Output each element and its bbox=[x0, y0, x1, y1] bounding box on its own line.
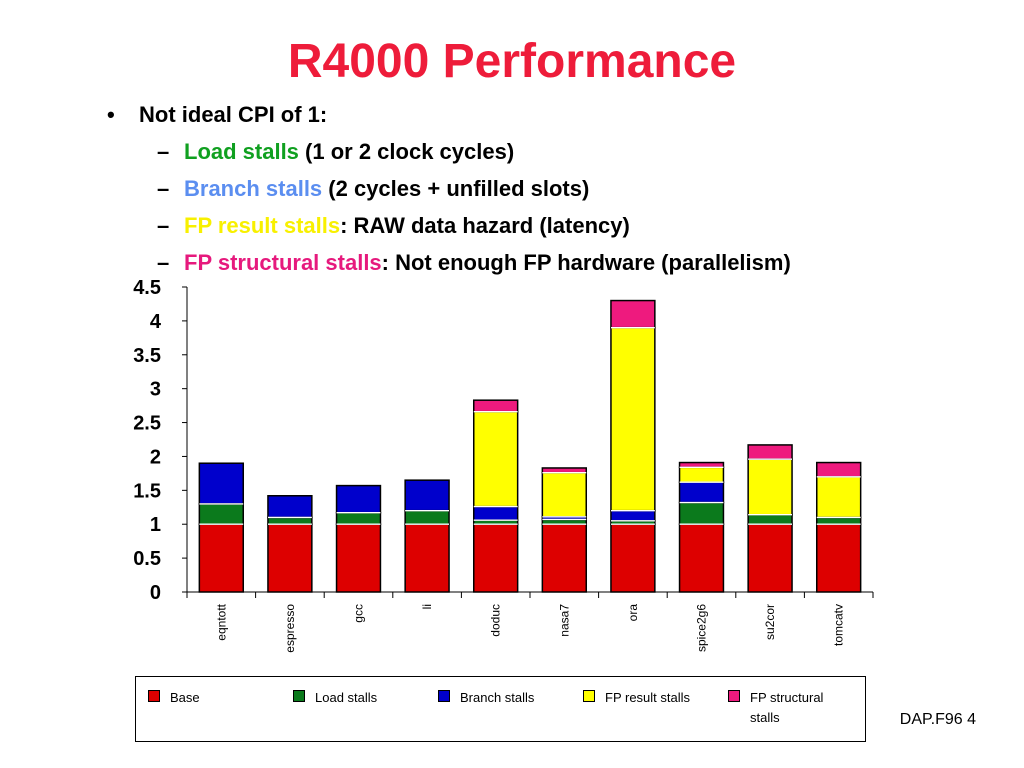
main-bullet: • Not ideal CPI of 1: bbox=[107, 101, 327, 129]
bar-segment bbox=[541, 471, 588, 518]
stall-types-list: – Load stalls (1 or 2 clock cycles) – Bran… bbox=[157, 138, 791, 286]
main-bullet-text: Not ideal CPI of 1: bbox=[139, 102, 328, 127]
bar-segment bbox=[610, 299, 656, 329]
y-tick-label: 1.5 bbox=[133, 480, 161, 502]
bar-segment bbox=[610, 523, 656, 593]
x-category-label: su2cor bbox=[763, 604, 777, 640]
legend-swatch bbox=[583, 690, 595, 702]
bar-segment bbox=[198, 462, 245, 505]
legend-swatch bbox=[148, 690, 160, 702]
x-category-label: li bbox=[420, 604, 434, 609]
bar-segment bbox=[678, 461, 725, 469]
chart-legend: Base Load stalls Branch stalls FP result st… bbox=[135, 676, 866, 742]
bar-segment bbox=[335, 484, 382, 514]
sub-item-highlight: FP structural stalls bbox=[184, 250, 382, 275]
bar-segment bbox=[815, 476, 862, 519]
legend-label: Base bbox=[170, 690, 200, 705]
bar-segment bbox=[198, 503, 245, 525]
y-tick-label: 2 bbox=[150, 446, 161, 468]
y-tick-label: 0 bbox=[150, 582, 161, 604]
sub-item-dash: – bbox=[157, 213, 170, 238]
legend-swatch bbox=[293, 690, 305, 702]
sub-item-rest: : Not enough FP hardware (parallelism) bbox=[381, 250, 791, 275]
bullet-symbol: • bbox=[107, 102, 115, 127]
sub-item-fp-structural-stalls: – FP structural stalls: Not enough FP har… bbox=[157, 249, 791, 286]
x-category-label: spice2g6 bbox=[695, 604, 709, 652]
sub-item-load-stalls: – Load stalls (1 or 2 clock cycles) bbox=[157, 138, 791, 175]
bar-segment bbox=[678, 523, 725, 593]
bar-segment bbox=[335, 511, 382, 525]
bar-segment bbox=[747, 444, 793, 460]
legend-label: FP structural stalls bbox=[750, 690, 824, 725]
legend-label: FP result stalls bbox=[605, 690, 691, 705]
bar-segment bbox=[267, 495, 313, 519]
x-category-label: doduc bbox=[489, 604, 503, 637]
bar-segment bbox=[267, 523, 313, 593]
legend-label: Branch stalls bbox=[460, 690, 535, 705]
bar-segment bbox=[404, 509, 450, 525]
sub-item-rest: (1 or 2 clock cycles) bbox=[298, 139, 515, 164]
bar-segment bbox=[678, 466, 725, 483]
bar-segment bbox=[815, 523, 862, 593]
sub-item-highlight: FP result stalls bbox=[184, 213, 341, 238]
sub-item-branch-stalls: – Branch stalls (2 cycles + unfilled slot… bbox=[157, 175, 791, 212]
bar-segment bbox=[472, 523, 519, 593]
legend-label: Load stalls bbox=[315, 690, 378, 705]
bar-segment bbox=[678, 501, 725, 525]
sub-item-dash: – bbox=[157, 250, 170, 275]
bar-segment bbox=[541, 523, 588, 593]
sub-item-rest: (2 cycles + unfilled slots) bbox=[322, 176, 590, 201]
y-tick-label: 3.5 bbox=[133, 345, 161, 367]
sub-item-rest: : RAW data hazard (latency) bbox=[340, 213, 630, 238]
slide-title: R4000 Performance bbox=[287, 35, 737, 88]
bar-segment bbox=[198, 523, 245, 593]
y-tick-label: 3 bbox=[150, 379, 161, 401]
bar-segment bbox=[747, 523, 793, 593]
bar-segment bbox=[472, 410, 519, 508]
slide-footer-id: DAP.F96 4 bbox=[899, 711, 976, 728]
sub-item-dash: – bbox=[157, 176, 170, 201]
sub-item-fp-result-stalls: – FP result stalls: RAW data hazard (late… bbox=[157, 212, 791, 249]
sub-item-highlight: Load stalls bbox=[184, 139, 299, 164]
bar-segment bbox=[541, 467, 588, 474]
bar-segment bbox=[404, 479, 450, 512]
sub-item-dash: – bbox=[157, 139, 170, 164]
y-tick-label: 4.5 bbox=[133, 277, 161, 299]
bar-segment bbox=[747, 458, 793, 516]
bar-segment bbox=[472, 505, 519, 521]
bar-segment bbox=[678, 481, 725, 504]
y-tick-label: 1 bbox=[150, 514, 161, 536]
bar-segment bbox=[404, 523, 450, 593]
x-category-label: eqntott bbox=[214, 603, 228, 640]
bar-segment bbox=[747, 513, 793, 525]
x-category-label: ora bbox=[626, 604, 640, 622]
x-category-label: tomcatv bbox=[832, 604, 846, 646]
bar-segment bbox=[335, 523, 382, 593]
y-tick-label: 0.5 bbox=[133, 548, 161, 570]
legend-swatch bbox=[728, 690, 740, 702]
x-category-label: nasa7 bbox=[557, 604, 571, 637]
bar-segment bbox=[815, 516, 862, 525]
y-tick-label: 4 bbox=[150, 311, 162, 333]
x-category-label: gcc bbox=[352, 604, 366, 623]
x-category-label: espresso bbox=[283, 604, 297, 653]
legend-swatch bbox=[438, 690, 450, 702]
sub-item-highlight: Branch stalls bbox=[184, 176, 323, 201]
bar-segment bbox=[815, 461, 862, 478]
y-tick-label: 2.5 bbox=[133, 413, 161, 435]
bar-segment bbox=[267, 516, 313, 525]
bar-segment bbox=[610, 326, 656, 512]
bar-segment bbox=[472, 399, 519, 413]
bar-segment bbox=[610, 509, 656, 522]
